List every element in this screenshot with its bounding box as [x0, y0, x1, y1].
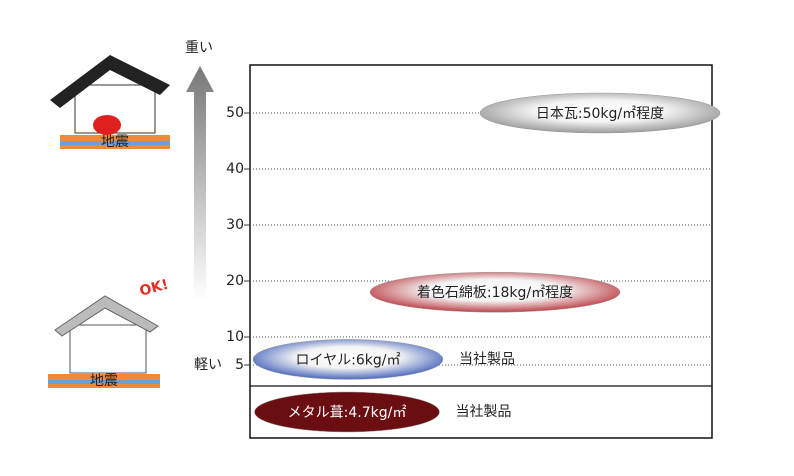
- sign-text: 地震: [90, 373, 118, 389]
- plot-frame: [249, 64, 713, 439]
- house-roof: [50, 55, 170, 108]
- y-tick-label: 5: [235, 357, 244, 373]
- product-note: 当社製品: [456, 404, 512, 420]
- heavy-label: 重い: [185, 40, 213, 56]
- weight-ellipse: [252, 339, 444, 380]
- product-note: 当社製品: [459, 351, 515, 367]
- ellipse-label: 着色石綿板:18kg/㎡程度: [417, 284, 573, 301]
- heavy-house: 地震: [50, 55, 170, 150]
- y-tick-label: 10: [226, 329, 244, 345]
- house-roof: [54, 295, 159, 337]
- y-tick-label: 30: [226, 217, 244, 233]
- sign-stripe: [60, 141, 170, 145]
- ellipse-label: メタル葺:4.7kg/㎡: [288, 405, 407, 421]
- house-wall: [69, 324, 147, 374]
- weight-ellipse: [369, 271, 621, 313]
- y-tick-label: 50: [226, 105, 244, 121]
- shout: OK!: [138, 277, 170, 300]
- ellipse-label: 日本瓦:50kg/㎡程度: [536, 106, 664, 122]
- y-tick-label: 40: [226, 161, 244, 177]
- light-house: 地震 OK!: [48, 277, 170, 389]
- weight-ellipse: [479, 92, 721, 134]
- ellipse-label: ロイヤル:6kg/㎡: [296, 352, 401, 368]
- sign-text: 地震: [101, 134, 129, 150]
- sign-stripe: [48, 380, 160, 384]
- y-tick-label: 20: [226, 273, 244, 289]
- weight-ellipse: [254, 391, 440, 433]
- weight-arrow: [186, 66, 214, 300]
- mouth: [93, 115, 121, 135]
- light-label: 軽い: [194, 357, 222, 373]
